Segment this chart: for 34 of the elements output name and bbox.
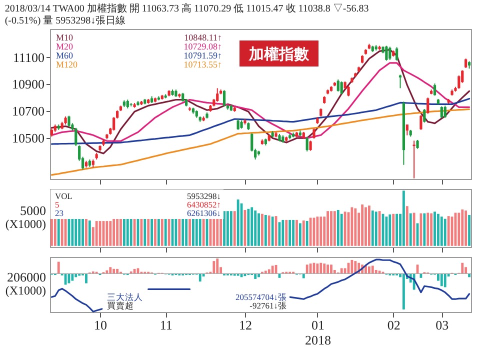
y-tick-label: 10900	[12, 76, 44, 92]
x-tick-label: 12	[238, 318, 252, 332]
text: 206000	[7, 270, 46, 284]
y-tick-label: 11100	[12, 50, 44, 65]
annotation: 23	[55, 208, 64, 218]
text: (X1000)	[5, 284, 46, 298]
annotation: VOL	[55, 191, 72, 201]
x-tick-label: 02	[387, 318, 400, 332]
y-tick-label: 10500	[12, 130, 44, 146]
text: M120	[56, 60, 78, 70]
annotation: 5	[55, 200, 60, 210]
annotation: -92761↓張	[250, 300, 287, 310]
text: 5000	[20, 203, 46, 218]
annotation: 三大法人	[107, 292, 143, 302]
annotation: 10729.08↑	[184, 42, 222, 52]
text: M20	[56, 42, 74, 52]
annotation: 加權指數	[248, 45, 310, 63]
chart-title: 2018/03/14 TWA00 加權指數 開 11063.73 高 11070.29 低 11015.47 收 11038.8 ▽-56.83 (-0.51%) 量 5953298↓張日線	[4, 2, 369, 26]
text: M10	[56, 32, 74, 42]
x-tick-label: 10	[94, 318, 108, 332]
annotation: 10791.59↑	[184, 50, 222, 60]
x-tick-label: 01 2018	[304, 318, 331, 347]
annotation: 10848.11↑	[184, 32, 222, 42]
y-tick-label: 10700	[12, 104, 44, 119]
annotation: 6430852↑	[187, 200, 221, 210]
annotation: 10713.55↑	[184, 60, 222, 70]
text: (X1000)	[5, 217, 46, 231]
annotation: 5953298↓	[187, 191, 221, 201]
annotation: 6261306↓	[187, 208, 221, 218]
annotation: 205574704↓張	[236, 292, 287, 302]
x-tick-label: 11	[160, 318, 172, 332]
text: M60	[56, 50, 74, 60]
x-tick-label: 03	[436, 318, 449, 332]
annotation: 買賣超	[107, 300, 134, 310]
